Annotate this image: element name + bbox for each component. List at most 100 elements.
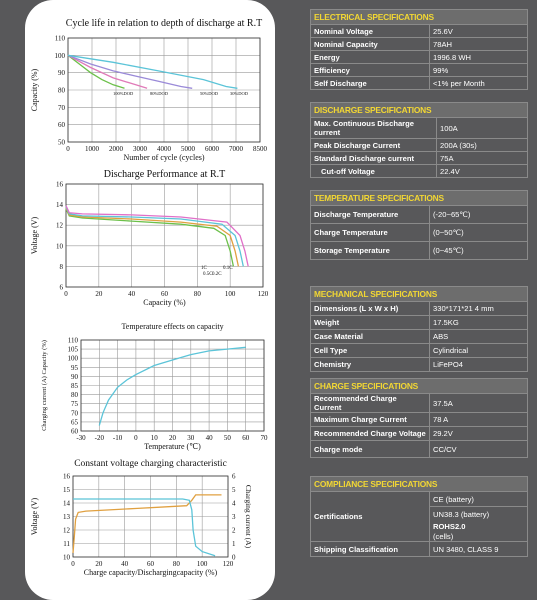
spec-value: (0~45℃) [429,241,527,259]
y-tick-label: 14 [63,500,71,508]
x-tick-label: 6000 [205,145,220,153]
spec-label: Weight [311,315,430,330]
y-tick-label: 75 [71,400,79,408]
discharge-header: DISCHARGE SPECIFICATIONS [311,103,527,117]
x-tick-label: 3000 [133,145,148,153]
plot-frame [65,183,264,288]
series-line [65,207,240,267]
spec-value: UN 3480, CLASS 9 [429,541,527,556]
table-row: Max. Continuous Discharge current 100A [311,117,527,139]
spec-value: 100A [436,117,527,139]
electrical-header: ELECTRICAL SPECIFICATIONS [311,10,527,24]
spec-label: Charge mode [311,440,430,457]
x-tick-label: 100 [197,560,208,568]
spec-label: Storage Temperature [311,241,430,259]
spec-value: 78AH [429,37,527,51]
y2-axis-label: Charging current (A) [244,485,253,549]
table-row: Recommended Charge Current 37.5A [311,393,527,413]
x-tick-label: 20 [169,434,177,442]
spec-value: 78 A [429,412,527,427]
charge-specifications: CHARGE SPECIFICATIONS Recommended Charge… [310,378,528,458]
table-row: Cut-off Voltage 22.4V [311,164,527,177]
y-tick-label: 14 [56,201,64,209]
spec-label: Cut-off Voltage [311,164,437,177]
spec-value: (-20~65℃) [429,205,527,224]
x-tick-label: 80 [194,290,202,298]
plot-frame [67,37,261,143]
y-tick-label: 105 [68,346,79,354]
spec-label: Energy [311,50,430,64]
x-tick-label: 100 [225,290,236,298]
x-tick-label: 20 [95,290,103,298]
x-tick-label: -30 [76,434,86,442]
series-line [72,494,222,553]
y-tick-label: 8 [60,263,64,271]
discharge-specifications: DISCHARGE SPECIFICATIONS Max. Continuous… [310,102,528,178]
y-tick-label: 60 [58,121,66,129]
x-axis-label: Temperature (℃) [144,442,201,451]
y-tick-label: 16 [56,181,64,189]
y-tick-label: 100 [55,52,66,60]
spec-label: Recommended Charge Voltage [311,426,430,441]
x-tick-label: 120 [223,560,234,568]
spec-value: 22.4V [436,164,527,177]
y-tick-label: 100 [68,355,79,363]
x-tick-label: 0 [66,145,70,153]
spec-label: Nominal Voltage [311,24,430,38]
curve-label: 0.5C [203,272,213,277]
y-tick-label: 80 [58,87,66,95]
y-axis-label: Charging current (A) Capacity (%) [41,340,48,431]
table-row: Charge Temperature (0~50℃) [311,223,527,242]
spec-value: LiFePO4 [429,357,527,371]
x-tick-label: 40 [128,290,136,298]
table-row: Nominal Voltage 25.6V [311,24,527,38]
chart-title: Temperature effects on capacity [121,322,223,331]
charge-header: CHARGE SPECIFICATIONS [311,379,527,393]
y-tick-label: 90 [71,373,79,381]
series-line [65,206,244,267]
chart-title: Discharge Performance at R.T [104,169,225,180]
table-row: Self Discharge <1% per Month [311,76,527,89]
spec-label: Recommended Charge Current [311,393,430,413]
y2-tick-label: 6 [232,473,236,481]
spec-label: Discharge Temperature [311,205,430,224]
spec-value: 200A (30s) [436,138,527,152]
table-row: ROHS2.0 [311,521,527,531]
series-line [67,54,238,89]
chart-title: Cycle life in relation to depth of disch… [66,18,262,29]
y2-tick-label: 3 [232,513,236,521]
curve-label: 30%DOD [230,91,249,96]
spec-value: 99% [429,63,527,77]
table-row: Energy 1996.8 WH [311,50,527,64]
spec-value: <1% per Month [429,76,527,89]
spec-value: ROHS2.0 [433,521,466,531]
table-row: Certifications CE (battery) [311,491,527,542]
y-tick-label: 110 [68,337,79,345]
spec-label: Certifications [311,491,430,542]
x-tick-label: 60 [147,560,155,568]
y-tick-label: 12 [56,222,64,230]
spec-value: 37.5A [429,393,527,413]
y-tick-label: 12 [63,527,71,535]
x-tick-label: 40 [206,434,214,442]
spec-label: Maximum Charge Current [311,412,430,427]
spec-value: (0~50℃) [429,223,527,242]
x-tick-label: 7000 [229,145,244,153]
series-line [67,54,125,89]
y-axis-label: Voltage (V) [30,497,39,535]
y2-tick-label: 2 [232,527,236,535]
temperature-specifications: TEMPERATURE SPECIFICATIONS Discharge Tem… [310,190,528,260]
table-row: (cells) [311,531,527,542]
spec-value: CE (battery) [429,491,527,507]
y-tick-label: 50 [58,139,66,147]
x-axis-label: Charge capacity/Dischargingcapacity (%) [84,568,218,577]
spec-label: Chemistry [311,357,430,371]
x-tick-label: 60 [161,290,169,298]
x-tick-label: -20 [95,434,105,442]
spec-label: Peak Discharge Current [311,138,437,152]
x-tick-label: 10 [151,434,159,442]
mechanical-header: MECHANICAL SPECIFICATIONS [311,287,527,301]
plot-frame [80,339,265,432]
series-line [65,208,235,267]
x-tick-label: 120 [258,290,269,298]
